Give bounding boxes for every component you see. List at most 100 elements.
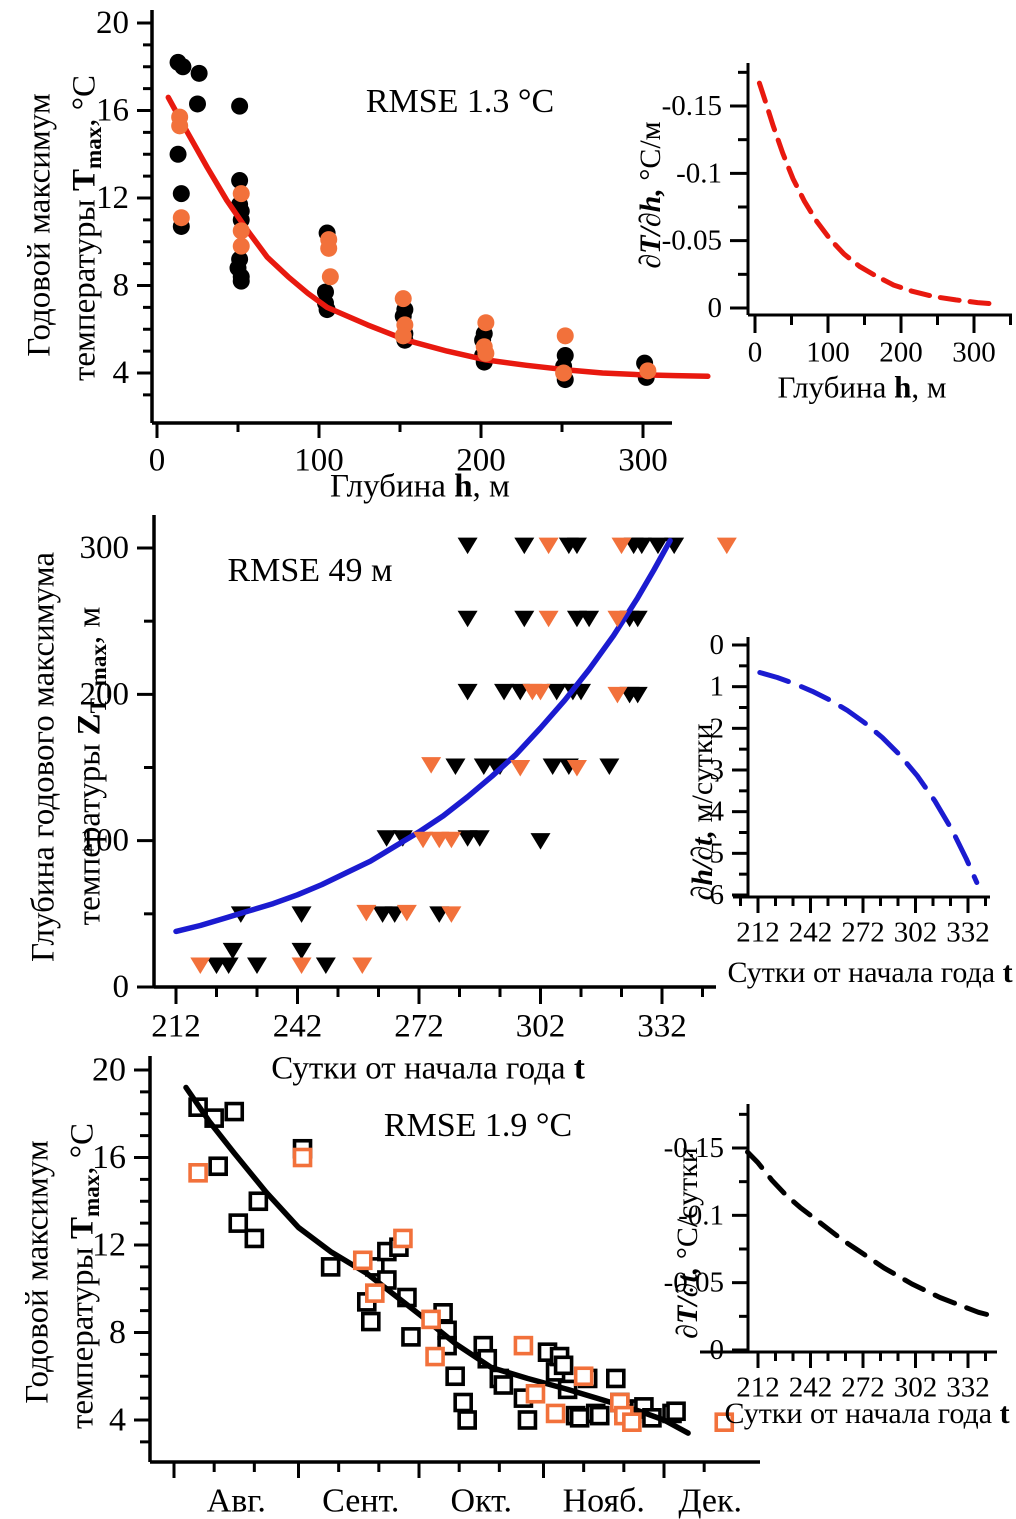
data-point-square bbox=[361, 1311, 381, 1332]
tick-label: 242 bbox=[273, 1008, 323, 1044]
data-point-circle bbox=[394, 327, 412, 345]
panel1-x-axis-title: Глубина h, м bbox=[330, 468, 510, 505]
tick-label: 302 bbox=[516, 1008, 566, 1044]
data-point-triangle bbox=[218, 957, 239, 975]
tick-label: Нояб. bbox=[563, 1482, 645, 1519]
data-point-triangle bbox=[247, 957, 267, 975]
inset1-x-axis-title: Глубина h, м bbox=[777, 369, 947, 405]
data-point-square bbox=[421, 1309, 441, 1330]
tick-label: 100 bbox=[806, 336, 850, 368]
data-point-square bbox=[453, 1392, 473, 1413]
data-point-triangle bbox=[445, 758, 466, 776]
data-point-triangle bbox=[611, 537, 632, 555]
curve-exponential-fit bbox=[173, 537, 673, 935]
data-point-circle bbox=[232, 272, 250, 290]
data-point-square bbox=[493, 1375, 514, 1395]
tick-label: 20 bbox=[92, 1052, 126, 1089]
tick-label: 242 bbox=[789, 1371, 833, 1403]
data-point-triangle bbox=[376, 830, 397, 847]
data-point-square bbox=[401, 1327, 421, 1347]
curve-derivative-fit bbox=[745, 1149, 992, 1318]
tick-label: 12 bbox=[92, 1227, 126, 1264]
inset2-x-axis-title: Сутки от начала года t bbox=[727, 956, 1013, 989]
data-point-triangle bbox=[514, 610, 535, 628]
data-point-circle bbox=[320, 239, 338, 257]
tick-label: 300 bbox=[618, 442, 668, 478]
data-point-triangle bbox=[579, 610, 600, 628]
panel1-y-axis-title-line2: температуры Tmax, °C bbox=[66, 74, 107, 382]
data-point-square bbox=[244, 1228, 265, 1249]
data-point-circle bbox=[394, 290, 412, 308]
panel1-rmse-label: RMSE 1.3 °C bbox=[365, 83, 555, 120]
data-point-circle bbox=[172, 209, 190, 227]
panel2-rmse-label: RMSE 49 м bbox=[227, 552, 393, 589]
data-point-square bbox=[553, 1355, 574, 1376]
inset2-y-axis-title: ∂h/∂t, м/сутки bbox=[686, 723, 719, 901]
data-point-triangle bbox=[384, 906, 405, 923]
data-point-triangle bbox=[631, 537, 652, 555]
data-point-square bbox=[457, 1410, 477, 1430]
data-point-triangle bbox=[514, 537, 535, 555]
tick-label: 4 bbox=[710, 796, 725, 828]
data-point-square bbox=[573, 1366, 594, 1387]
inset1-y-axis-title: ∂T/∂h, °C/м bbox=[634, 121, 667, 269]
tick-label: -0.1 bbox=[678, 1199, 724, 1231]
data-point-square bbox=[589, 1405, 610, 1426]
tick-label: 3 bbox=[710, 754, 725, 786]
data-point-square bbox=[228, 1213, 249, 1233]
tick-label: 332 bbox=[946, 1371, 990, 1403]
data-point-triangle bbox=[627, 686, 648, 704]
tick-label: 5 bbox=[710, 837, 725, 869]
tick-label: Сент. bbox=[322, 1482, 399, 1519]
series-observed-black bbox=[188, 1097, 686, 1430]
data-point-triangle bbox=[413, 831, 434, 849]
data-point-square bbox=[292, 1147, 313, 1168]
panel3-y-axis-title-line2: температуры Tmax, °C bbox=[64, 1122, 105, 1430]
data-point-square bbox=[208, 1156, 228, 1177]
data-point-triangle bbox=[315, 957, 336, 975]
data-point-triangle bbox=[457, 610, 478, 628]
data-point-triangle bbox=[291, 957, 312, 975]
data-point-square bbox=[352, 1250, 373, 1271]
data-point-circle bbox=[556, 327, 574, 345]
data-point-circle bbox=[321, 268, 339, 286]
data-point-triangle bbox=[530, 833, 551, 850]
data-point-square bbox=[188, 1163, 208, 1183]
tick-label: -0.05 bbox=[662, 225, 722, 257]
axis-lines bbox=[746, 63, 1012, 317]
data-point-triangle bbox=[352, 957, 373, 975]
data-point-square bbox=[365, 1283, 385, 1303]
data-point-circle bbox=[232, 222, 250, 240]
tick-label: 16 bbox=[96, 93, 129, 129]
panel2-y-axis-title-line1: Глубина годового максимума bbox=[25, 551, 62, 963]
data-point-triangle bbox=[190, 957, 211, 975]
data-point-square bbox=[545, 1403, 566, 1424]
series-modeled-orange bbox=[188, 1147, 735, 1432]
tick-label: -0.05 bbox=[664, 1267, 724, 1299]
data-point-square bbox=[666, 1401, 686, 1422]
tick-label: 242 bbox=[789, 916, 833, 948]
data-point-triangle bbox=[566, 537, 587, 555]
data-point-square bbox=[320, 1257, 341, 1277]
tick-label: 302 bbox=[894, 1371, 938, 1403]
panel1-y-axis-title-line1: Годовой максимум bbox=[21, 93, 58, 357]
data-point-square bbox=[224, 1101, 245, 1122]
data-point-square bbox=[525, 1383, 546, 1404]
data-point-triangle bbox=[441, 906, 462, 923]
tick-label: 212 bbox=[736, 916, 780, 948]
data-point-circle bbox=[477, 314, 495, 332]
data-point-triangle bbox=[510, 760, 531, 777]
tick-label: -0.15 bbox=[664, 1132, 724, 1164]
chart-tmax-vs-depth: 20 16 12 8 4 0 100 200 300 bbox=[96, 5, 711, 478]
tick-label: 212 bbox=[736, 1371, 780, 1403]
data-point-circle bbox=[174, 58, 192, 76]
axis-lines bbox=[700, 1104, 997, 1354]
data-point-triangle bbox=[494, 683, 515, 701]
tick-label: 212 bbox=[151, 1008, 201, 1044]
tick-label: 8 bbox=[109, 1314, 126, 1351]
data-point-square bbox=[517, 1410, 538, 1430]
tick-label: -0.1 bbox=[676, 157, 722, 189]
